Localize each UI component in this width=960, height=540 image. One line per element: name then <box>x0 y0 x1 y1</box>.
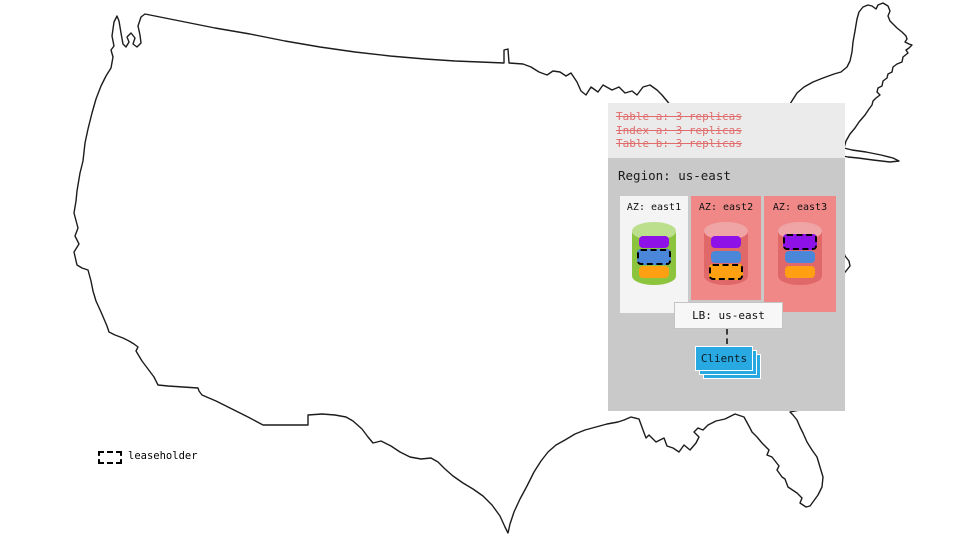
zone-config-line-table-a: Table a: 3 replicas <box>616 110 742 123</box>
az-box-east2: AZ: east2 <box>691 196 761 300</box>
clients-label: Clients <box>700 352 748 365</box>
region-label: Region: us-east <box>618 168 731 183</box>
replica-bar-orange-leaseholder <box>709 264 743 280</box>
replica-bar-blue <box>785 251 815 263</box>
replica-bar-purple <box>639 236 669 248</box>
clients-box: Clients <box>695 346 753 371</box>
az-label-east2: AZ: east2 <box>698 202 754 213</box>
az-label-east1: AZ: east1 <box>626 202 682 213</box>
replica-bar-purple-leaseholder <box>783 234 817 250</box>
replica-bar-purple <box>711 236 741 248</box>
replica-bar-blue <box>711 251 741 263</box>
replica-bar-blue-leaseholder <box>637 249 671 265</box>
zone-config-line-table-b: Table b: 3 replicas <box>616 137 742 150</box>
replica-bar-orange <box>785 266 815 278</box>
leaseholder-swatch-icon <box>98 451 122 464</box>
az-label-east3: AZ: east3 <box>772 202 828 213</box>
zone-config-line-index-a: Index a: 3 replicas <box>616 123 742 137</box>
az-box-east1: AZ: east1 <box>620 196 688 313</box>
clients-stack: Clients <box>695 346 765 382</box>
zone-config-list: Table a: 3 replicas Index a: 3 replicas … <box>608 103 845 151</box>
replica-bar-orange <box>639 266 669 278</box>
az-box-east3: AZ: east3 <box>764 196 836 312</box>
zone-config-panel: Table a: 3 replicas Index a: 3 replicas … <box>608 103 845 158</box>
load-balancer-box: LB: us-east <box>674 302 783 329</box>
lb-clients-connector <box>726 329 728 344</box>
leaseholder-legend-label: leaseholder <box>128 450 198 462</box>
region-panel: Region: us-east AZ: east1 AZ: east2 AZ: … <box>608 158 845 411</box>
